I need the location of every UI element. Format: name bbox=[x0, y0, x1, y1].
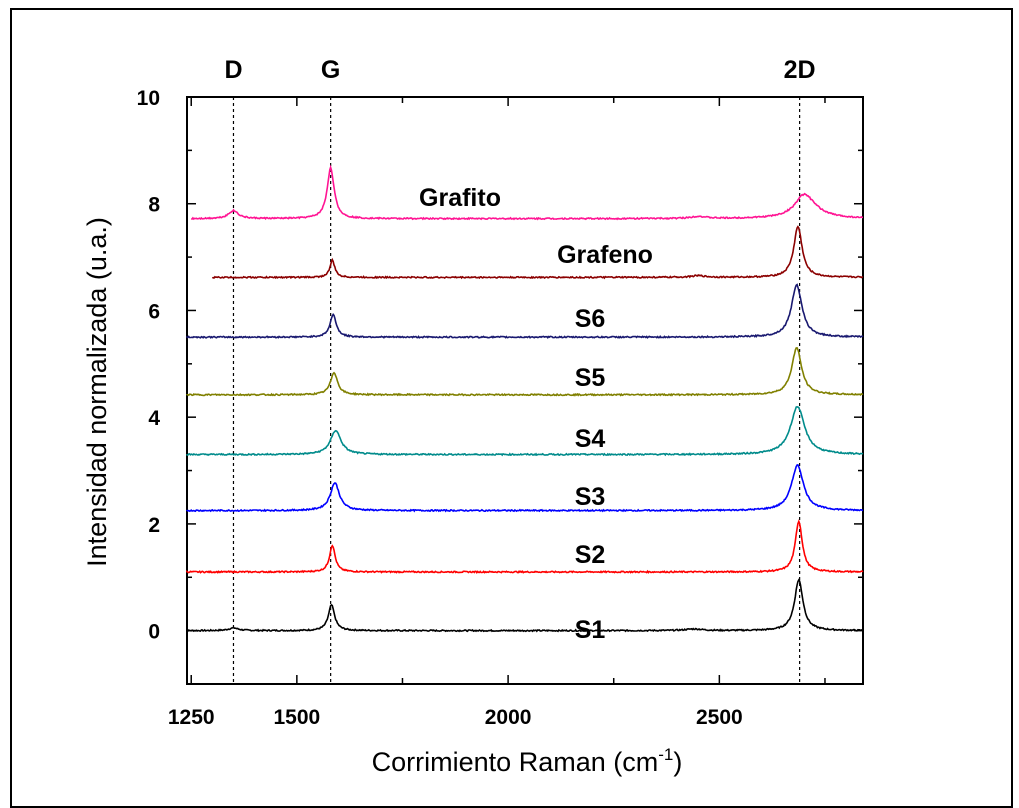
series-line-s3 bbox=[186, 464, 864, 513]
series-label-grafito: Grafito bbox=[419, 184, 501, 212]
series-line-s5 bbox=[186, 347, 864, 397]
series-label-grafeno: Grafeno bbox=[557, 241, 653, 269]
series-label-s2: S2 bbox=[575, 541, 606, 569]
series-label-s3: S3 bbox=[575, 483, 606, 511]
x-axis-title-end: ) bbox=[673, 747, 682, 777]
x-axis-title-sup: -1 bbox=[658, 745, 673, 764]
series-line-s4 bbox=[186, 405, 864, 457]
y-tick-label: 10 bbox=[137, 87, 160, 110]
x-tick-label: 2500 bbox=[696, 706, 743, 729]
band-label-d: D bbox=[224, 56, 242, 84]
y-tick-label: 4 bbox=[148, 407, 160, 430]
series-label-s4: S4 bbox=[575, 425, 606, 453]
x-tick-label: 1250 bbox=[168, 706, 215, 729]
x-tick-label: 1500 bbox=[273, 706, 320, 729]
y-tick-label: 6 bbox=[148, 300, 160, 323]
series-line-s2 bbox=[186, 519, 864, 574]
band-label-2d: 2D bbox=[784, 56, 816, 84]
plot-area-border bbox=[186, 96, 864, 685]
series-line-grafito bbox=[190, 164, 864, 221]
band-label-g: G bbox=[321, 56, 340, 84]
x-axis-title: Corrimiento Raman (cm-1) bbox=[372, 745, 683, 777]
y-tick-label: 8 bbox=[148, 194, 160, 217]
y-axis-title: Intensidad normalizada (u.a.) bbox=[82, 217, 112, 567]
x-axis-title-main: Corrimiento Raman (cm bbox=[372, 747, 659, 777]
y-tick-label: 0 bbox=[148, 621, 160, 644]
x-tick-label: 2000 bbox=[485, 706, 532, 729]
series-line-s1 bbox=[186, 578, 864, 633]
series-label-s5: S5 bbox=[575, 364, 606, 392]
y-tick-label: 2 bbox=[148, 514, 160, 537]
series-label-s1: S1 bbox=[575, 616, 606, 644]
series-line-grafeno bbox=[211, 225, 864, 280]
series-line-s6 bbox=[186, 283, 864, 340]
figure-frame bbox=[10, 8, 1013, 808]
series-label-s6: S6 bbox=[575, 305, 606, 333]
